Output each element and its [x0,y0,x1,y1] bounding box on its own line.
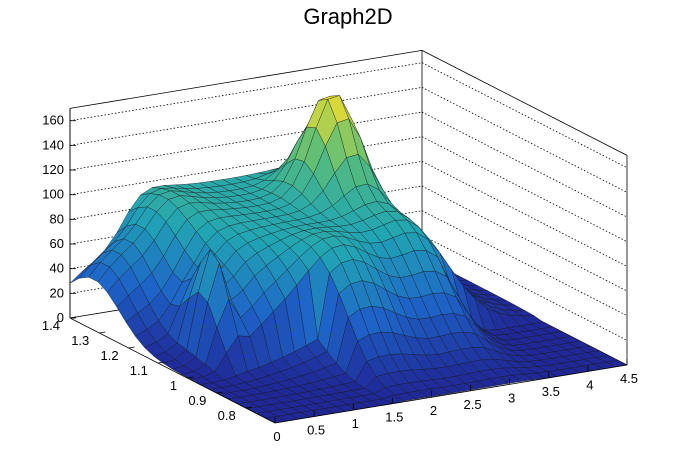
axes [69,108,628,424]
y-tick-label: 1.4 [42,318,60,333]
z-tick-label: 40 [50,261,64,276]
top-right-edge [421,50,628,156]
y-tick-label: 1 [170,378,177,393]
y-tick-label: 0.8 [218,408,236,423]
x-tick-label: 4 [586,377,593,392]
z-gridline-right [421,161,628,267]
z-tick-label: 100 [42,187,64,202]
z-gridline-back [69,62,423,122]
x-tick-label: 3.5 [542,384,560,399]
z-tick-label: 140 [42,137,64,152]
x-axis [274,364,628,424]
y-tick [99,331,106,334]
z-gridline-right [421,136,628,243]
z-tick-label: 60 [50,236,64,251]
z-gridline-back [69,86,423,146]
y-tick-label: 1.3 [71,333,89,348]
y-axis [69,317,276,424]
y-tick [187,376,194,379]
x-tick-label: 0.5 [307,423,325,438]
z-gridline-right [421,111,628,218]
x-tick-label: 1.5 [385,410,403,425]
y-tick-label: 0.9 [188,393,206,408]
top-back-edge [69,49,423,109]
z-tick-label: 160 [42,113,64,128]
z-tick-label: 0 [57,310,64,325]
x-tick-label: 1 [352,416,359,431]
z-gridline-right [421,62,628,169]
y-tick-label: 1.2 [100,348,118,363]
y-tick [245,406,252,409]
y-tick [157,361,164,364]
chart-title: Graph2D [303,4,393,29]
z-tick-label: 120 [42,162,64,177]
x-tick-label: 4.5 [620,371,638,386]
y-tick-label: 1.1 [130,363,148,378]
x-tick-label: 0 [273,429,280,444]
surface-mesh [69,95,628,424]
y-tick [216,391,223,394]
z-tick-label: 20 [50,285,64,300]
x-tick-label: 2 [430,403,437,418]
x-tick-label: 3 [508,390,515,405]
y-tick [128,346,135,349]
tick-labels: 0 0.5 1 1.5 2 2.5 3 3.5 4 4.50.80.911.11.21.31.40… [42,113,638,444]
x-tick-label: 2.5 [464,397,482,412]
z-tick-label: 80 [50,211,64,226]
